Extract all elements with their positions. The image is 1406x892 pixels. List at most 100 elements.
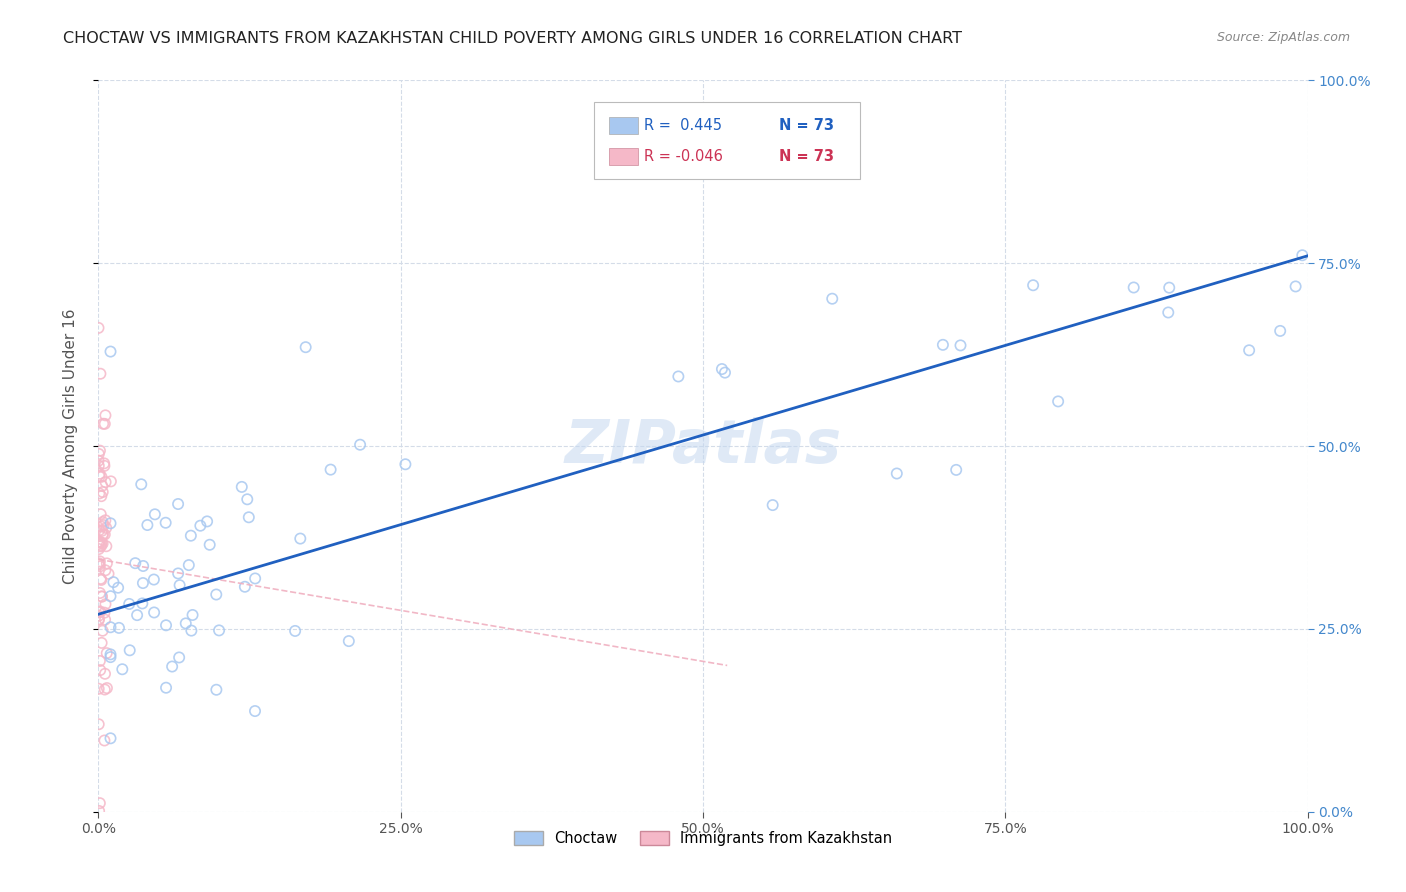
Point [127,608,149,623]
Point [89,559,111,574]
Point [100,620,122,634]
Point [90,573,112,587]
Point [1157,305,1180,319]
Point [87,534,110,549]
Point [243,571,266,585]
Point [1237,343,1260,358]
Point [394,457,416,471]
Point [89,367,111,381]
Point [100,650,122,665]
Legend: Choctaw, Immigrants from Kazakhstan: Choctaw, Immigrants from Kazakhstan [508,825,898,852]
Point [87,557,110,571]
Point [94,597,117,611]
Point [90,470,112,484]
Point [136,518,159,533]
Point [87,717,110,731]
Point [886,467,908,481]
FancyBboxPatch shape [595,103,860,179]
Point [96,646,118,660]
Point [87,542,110,557]
Point [89,443,111,458]
Point [93,733,115,747]
Point [91,479,114,493]
Point [932,338,955,352]
Point [167,566,190,581]
Point [91,417,114,431]
Point [91,527,114,541]
Point [94,409,117,423]
Point [945,463,967,477]
Point [349,438,371,452]
Point [97,566,120,581]
Point [96,539,118,553]
Point [949,338,972,352]
Point [90,636,112,650]
Point [93,518,115,533]
Point [94,527,117,541]
Point [87,458,110,473]
Text: CHOCTAW VS IMMIGRANTS FROM KAZAKHSTAN CHILD POVERTY AMONG GIRLS UNDER 16 CORRELA: CHOCTAW VS IMMIGRANTS FROM KAZAKHSTAN CH… [63,31,962,46]
Point [89,523,111,537]
Point [89,558,111,572]
Point [155,681,177,695]
Point [132,576,155,591]
Point [91,515,114,529]
Point [142,573,165,587]
Point [96,681,118,695]
Point [167,497,190,511]
Point [284,624,307,638]
Point [111,662,134,676]
Point [91,536,114,550]
Point [93,456,115,470]
Point [208,624,231,638]
Point [94,475,117,489]
Point [188,518,211,533]
Point [124,556,146,570]
Point [87,804,110,818]
Y-axis label: Child Poverty Among Girls Under 16: Child Poverty Among Girls Under 16 [63,309,77,583]
Point [1122,280,1144,294]
Point [87,612,110,626]
Point [87,447,110,461]
Point [132,559,155,574]
Point [96,557,118,571]
Point [94,682,117,697]
FancyBboxPatch shape [609,147,638,165]
Point [89,540,111,554]
Point [1270,324,1292,338]
Point [87,608,110,623]
Point [103,575,125,590]
Point [89,486,111,500]
Point [89,467,111,481]
Point [131,597,153,611]
Point [762,498,785,512]
Text: N = 73: N = 73 [779,118,834,133]
Point [89,604,111,618]
Point [89,586,111,600]
Point [143,508,166,522]
Point [118,597,141,611]
Point [205,587,228,601]
Point [100,516,122,531]
Point [108,621,131,635]
Point [100,589,122,603]
Point [87,454,110,468]
Point [167,650,190,665]
Point [169,578,191,592]
Point [89,537,111,551]
Point [91,528,114,542]
Point [91,590,114,604]
Point [90,590,112,604]
Point [198,538,221,552]
Point [93,458,115,473]
Point [174,616,197,631]
Point [160,659,183,673]
Text: R =  0.445: R = 0.445 [644,118,721,133]
Point [94,513,117,527]
Point [87,321,110,335]
Point [91,485,114,500]
Point [90,507,112,521]
Point [100,648,122,662]
Point [337,634,360,648]
Point [143,606,166,620]
